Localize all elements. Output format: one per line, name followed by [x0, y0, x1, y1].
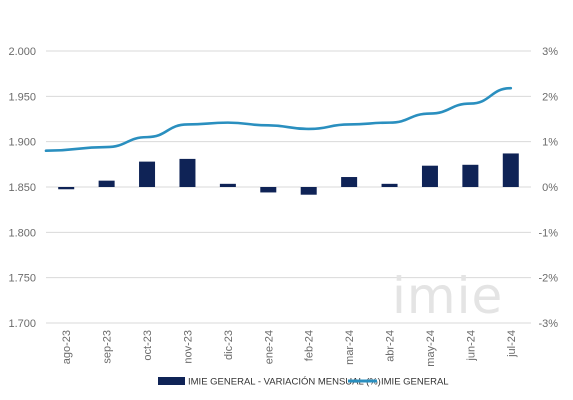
- bar-series: [58, 153, 519, 195]
- bar: [98, 180, 115, 187]
- bar: [381, 183, 398, 187]
- bar: [421, 165, 438, 187]
- x-tick-label: ene-24: [263, 330, 275, 364]
- legend-bar-swatch: [158, 377, 185, 385]
- bar: [341, 177, 358, 187]
- x-tick-label: may-24: [425, 330, 437, 367]
- legend-line-label: IMIE GENERAL: [381, 377, 449, 388]
- bar: [179, 158, 196, 187]
- series-line: [44, 86, 513, 153]
- right-tick-label: 2%: [542, 91, 558, 103]
- left-tick-label: 1.950: [8, 91, 36, 103]
- right-tick-label: -2%: [538, 273, 558, 285]
- x-tick-label: sep-23: [102, 330, 114, 364]
- bar: [219, 183, 236, 187]
- bar: [300, 187, 317, 195]
- x-tick-label: oct-23: [142, 330, 154, 361]
- left-tick-label: 2.000: [8, 46, 36, 58]
- left-axis: 1.700 1.750 1.800 1.850 1.900 1.950 2.000: [8, 46, 36, 330]
- legend: IMIE GENERAL - VARIACIÓN MENSUAL (%) IMIE…: [158, 377, 449, 388]
- x-axis: ago-23 sep-23 oct-23 nov-23 dic-23 ene-24 feb-…: [61, 330, 518, 367]
- x-tick-label: nov-23: [182, 330, 194, 364]
- right-tick-label: 3%: [542, 46, 558, 58]
- bar: [58, 187, 75, 190]
- x-tick-label: mar-24: [344, 330, 356, 365]
- right-axis: -3% -2% -1% 0% 1% 2% 3%: [538, 46, 558, 330]
- x-tick-label: jun-24: [465, 330, 477, 362]
- bar: [502, 153, 519, 187]
- imie-logo-watermark: imie: [392, 267, 503, 325]
- x-tick-label: ago-23: [61, 330, 73, 364]
- line-series: [44, 86, 513, 153]
- x-tick-label: feb-24: [304, 330, 316, 361]
- left-tick-label: 1.900: [8, 137, 36, 149]
- x-tick-label: jul-24: [506, 330, 518, 358]
- x-tick-label: abr-24: [385, 330, 397, 362]
- left-tick-label: 1.800: [8, 227, 36, 239]
- right-tick-label: 1%: [542, 137, 558, 149]
- bar: [260, 187, 277, 193]
- legend-bar-label: IMIE GENERAL - VARIACIÓN MENSUAL (%): [188, 377, 381, 388]
- bar: [139, 161, 156, 187]
- bar: [462, 164, 479, 187]
- right-tick-label: -3%: [538, 318, 558, 330]
- right-tick-label: -1%: [538, 227, 558, 239]
- left-tick-label: 1.700: [8, 318, 36, 330]
- x-tick-label: dic-23: [223, 330, 235, 360]
- left-tick-label: 1.750: [8, 273, 36, 285]
- left-tick-label: 1.850: [8, 182, 36, 194]
- right-tick-label: 0%: [542, 182, 558, 194]
